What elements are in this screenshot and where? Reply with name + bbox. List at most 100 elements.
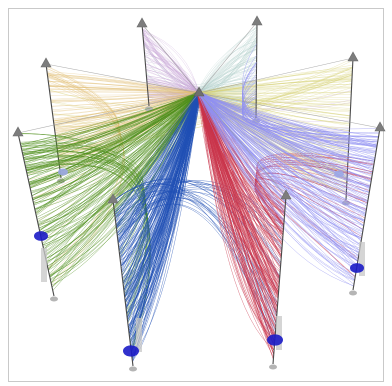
edge [23,154,149,324]
edge [197,40,257,93]
edge [119,91,200,254]
edge [39,92,201,231]
edge [23,92,198,161]
edge [199,80,352,93]
edge [146,81,201,92]
axis-8-node-disc [350,263,364,273]
edge [37,93,198,220]
edge [198,93,366,215]
edge [115,190,279,293]
edge [23,155,148,304]
axis-5-base-marker [50,296,58,302]
edge [114,190,275,343]
edge [117,203,275,348]
edge [198,94,278,309]
edge [197,91,359,256]
axis-8-edges [196,43,380,287]
edge [31,94,199,197]
edge [242,65,377,150]
axis-6-spoke [112,92,200,201]
edge [34,93,200,210]
edge [242,95,378,145]
edge [47,76,198,93]
edge [54,90,352,127]
edge [200,91,364,227]
edge [242,85,380,134]
edge [199,68,353,93]
edge [143,38,257,88]
edge [199,92,274,357]
front-axes [12,92,386,372]
axis-4-line [45,63,62,179]
edge [198,92,354,287]
hub-marker [193,86,205,97]
edge [142,29,200,92]
axis-1-spoke [198,21,258,94]
edge [121,93,198,269]
edge [198,92,276,337]
edge [199,93,280,284]
edge [142,32,201,95]
edge [198,92,366,216]
edge [197,37,257,93]
edge [200,87,352,94]
edge [199,93,275,345]
edge [199,92,278,312]
edge [51,92,201,110]
edge [49,88,200,92]
axis-7-base-marker [269,364,277,370]
edge [198,92,285,213]
edge [242,93,377,151]
axis-3-apex-marker [347,51,359,62]
axis-6-apex-marker [107,193,119,204]
edge [199,91,359,260]
edge [199,93,367,212]
edge [127,94,199,321]
edge [200,93,358,267]
edge [197,93,277,319]
axis-4-node-disc [58,168,68,176]
axis-8-line [352,127,381,291]
edge [22,93,200,155]
edge [199,93,279,296]
edge [29,91,198,188]
axis-6-base-marker [129,366,137,372]
edge [144,50,200,92]
edge [198,91,278,308]
edge [55,74,353,134]
edge [54,92,199,127]
edge [125,91,199,307]
edge [242,43,375,162]
edge [199,91,275,351]
edge [199,79,353,94]
edge [115,93,199,223]
edge [242,62,378,142]
axis-8-spoke [198,92,381,129]
edge [199,93,359,259]
edge [198,91,370,190]
edge [199,91,376,154]
edge [122,93,199,280]
edge [198,93,365,221]
edge [28,92,199,184]
edge [124,92,202,301]
edge [199,91,365,221]
edge [197,91,354,287]
edge [35,91,201,214]
axis-5-node-disc [34,231,48,241]
edge [197,94,357,270]
edge [32,92,199,201]
axis-4-apex-marker [40,57,52,68]
edge [26,161,145,254]
axis-2-apex-marker [136,17,148,28]
edge [115,93,198,220]
axis-8-apex-marker [374,121,386,132]
edge [200,49,257,95]
axis-6-node-disc [123,345,139,357]
edge [34,92,202,210]
edge [128,91,200,331]
edge [242,80,380,133]
edge [26,91,198,171]
edge [197,92,282,256]
edge [116,180,284,230]
